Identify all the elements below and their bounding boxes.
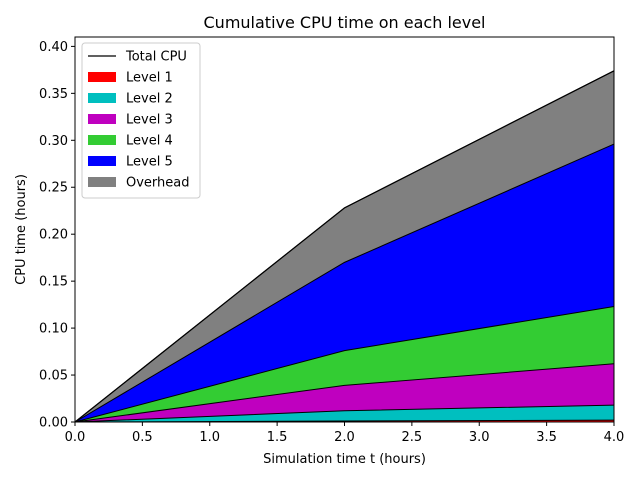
series-boundary-lines [74, 70, 615, 423]
legend-swatch-overhead [88, 177, 116, 187]
axes: 0.0 0.5 1.0 1.5 2.0 2.5 3.0 3.5 4.0 0.00 0.05 0.10 0… [39, 36, 625, 445]
legend-swatch-level-2 [88, 93, 116, 103]
legend-label: Level 5 [126, 155, 173, 170]
area-level-5 [75, 144, 614, 423]
total-cpu-line [74, 70, 615, 423]
y-tick-label: 0.35 [39, 87, 68, 102]
legend-label: Level 2 [126, 92, 173, 107]
y-tick-label: 0.10 [39, 322, 68, 337]
legend-swatch-level-4 [88, 135, 116, 145]
y-tick-label: 0.40 [39, 40, 68, 55]
legend: Total CPU Level 1 Level 2 Level 3 Level 4 Lev… [81, 42, 201, 199]
legend-label: Level 1 [126, 71, 173, 86]
x-tick-label: 0.0 [65, 430, 86, 445]
area-level-4 [75, 306, 614, 422]
boundary-line-5 [74, 143, 615, 423]
legend-swatch-level-3 [88, 114, 116, 124]
x-tick-label: 1.5 [267, 430, 288, 445]
legend-swatch-level-5 [88, 156, 116, 166]
x-tick-label: 0.5 [132, 430, 153, 445]
legend-label: Total CPU [125, 50, 187, 65]
y-tick-label: 0.25 [39, 181, 68, 196]
stacked-areas [75, 70, 614, 423]
y-tick-label: 0.20 [39, 228, 68, 243]
y-tick-label: 0.30 [39, 134, 68, 149]
legend-swatch-level-1 [88, 72, 116, 82]
x-tick-label: 3.5 [536, 430, 557, 445]
y-axis-title: CPU time (hours) [14, 174, 29, 285]
x-tick-label: 1.0 [199, 430, 220, 445]
y-tick-label: 0.15 [39, 275, 68, 290]
chart-title: Cumulative CPU time on each level [204, 13, 486, 32]
y-tick-label: 0.05 [39, 369, 68, 384]
area-level-2 [75, 405, 614, 422]
y-tick-label: 0.00 [39, 416, 68, 431]
x-tick-label: 2.5 [402, 430, 423, 445]
legend-label: Level 4 [126, 134, 173, 149]
boundary-line-2 [74, 404, 615, 423]
legend-label: Level 3 [126, 113, 173, 128]
x-axis-title: Simulation time t (hours) [263, 452, 426, 467]
boundary-line-3 [74, 363, 615, 423]
area-overhead [75, 70, 614, 423]
x-tick-label: 2.0 [334, 430, 355, 445]
legend-label: Overhead [126, 176, 190, 191]
x-tick-label: 4.0 [604, 430, 625, 445]
x-tick-label: 3.0 [469, 430, 490, 445]
boundary-line-4 [74, 306, 615, 423]
